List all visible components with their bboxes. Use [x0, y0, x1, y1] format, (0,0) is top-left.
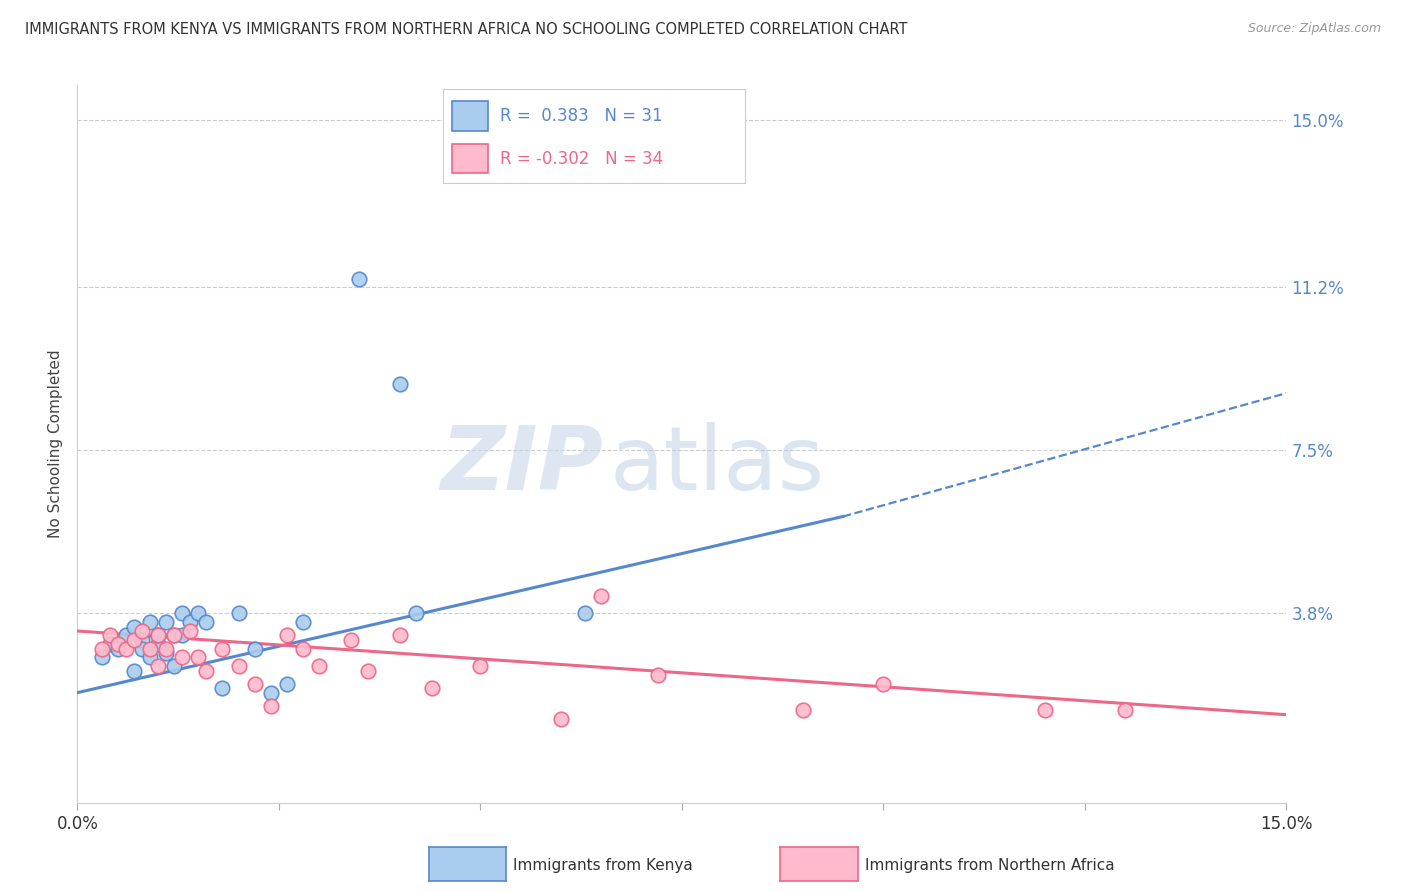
Point	[228, 607, 250, 621]
Point	[114, 628, 136, 642]
Point	[122, 632, 145, 647]
Bar	[451, 102, 488, 131]
Point	[647, 668, 669, 682]
Point	[292, 615, 315, 630]
Text: Immigrants from Kenya: Immigrants from Kenya	[513, 858, 693, 872]
Point	[195, 615, 218, 630]
Point	[114, 641, 136, 656]
Point	[792, 703, 814, 717]
Point	[591, 589, 613, 603]
Text: R =  0.383   N = 31: R = 0.383 N = 31	[501, 107, 664, 126]
Point	[139, 641, 162, 656]
Point	[90, 650, 112, 665]
Point	[872, 677, 894, 691]
Point	[574, 607, 596, 621]
Text: IMMIGRANTS FROM KENYA VS IMMIGRANTS FROM NORTHERN AFRICA NO SCHOOLING COMPLETED : IMMIGRANTS FROM KENYA VS IMMIGRANTS FROM…	[25, 22, 908, 37]
Point	[195, 664, 218, 678]
Point	[131, 624, 153, 638]
Point	[356, 664, 378, 678]
Point	[228, 659, 250, 673]
Point	[131, 641, 153, 656]
Point	[172, 650, 194, 665]
Text: atlas: atlas	[609, 422, 824, 508]
Text: Immigrants from Northern Africa: Immigrants from Northern Africa	[865, 858, 1115, 872]
Point	[122, 619, 145, 633]
Point	[292, 641, 315, 656]
Point	[308, 659, 330, 673]
Point	[1033, 703, 1056, 717]
Point	[155, 641, 177, 656]
Point	[172, 607, 194, 621]
Y-axis label: No Schooling Completed: No Schooling Completed	[48, 350, 63, 538]
Point	[107, 641, 129, 656]
Text: Source: ZipAtlas.com: Source: ZipAtlas.com	[1247, 22, 1381, 36]
Point	[139, 615, 162, 630]
Point	[187, 607, 209, 621]
Point	[122, 664, 145, 678]
Point	[349, 271, 371, 285]
Point	[98, 637, 121, 651]
Point	[163, 628, 186, 642]
Point	[211, 681, 233, 696]
Text: ZIP: ZIP	[440, 422, 603, 508]
Point	[276, 677, 298, 691]
Point	[90, 641, 112, 656]
Point	[405, 607, 427, 621]
Point	[131, 632, 153, 647]
Point	[139, 650, 162, 665]
Point	[1114, 703, 1136, 717]
Point	[155, 646, 177, 660]
Point	[420, 681, 443, 696]
Point	[146, 659, 169, 673]
Point	[179, 624, 201, 638]
Point	[388, 377, 411, 392]
Point	[172, 628, 194, 642]
Point	[187, 650, 209, 665]
Point	[388, 628, 411, 642]
Bar	[451, 144, 488, 173]
Point	[98, 628, 121, 642]
Point	[146, 628, 169, 642]
Point	[107, 637, 129, 651]
Point	[260, 686, 283, 700]
Point	[155, 615, 177, 630]
Text: R = -0.302   N = 34: R = -0.302 N = 34	[501, 150, 664, 168]
Point	[146, 637, 169, 651]
Point	[243, 677, 266, 691]
Point	[163, 628, 186, 642]
Point	[276, 628, 298, 642]
Point	[211, 641, 233, 656]
Point	[260, 698, 283, 713]
Point	[243, 641, 266, 656]
Point	[179, 615, 201, 630]
Point	[550, 712, 572, 726]
Point	[470, 659, 492, 673]
Point	[163, 659, 186, 673]
Point	[146, 628, 169, 642]
Point	[340, 632, 363, 647]
